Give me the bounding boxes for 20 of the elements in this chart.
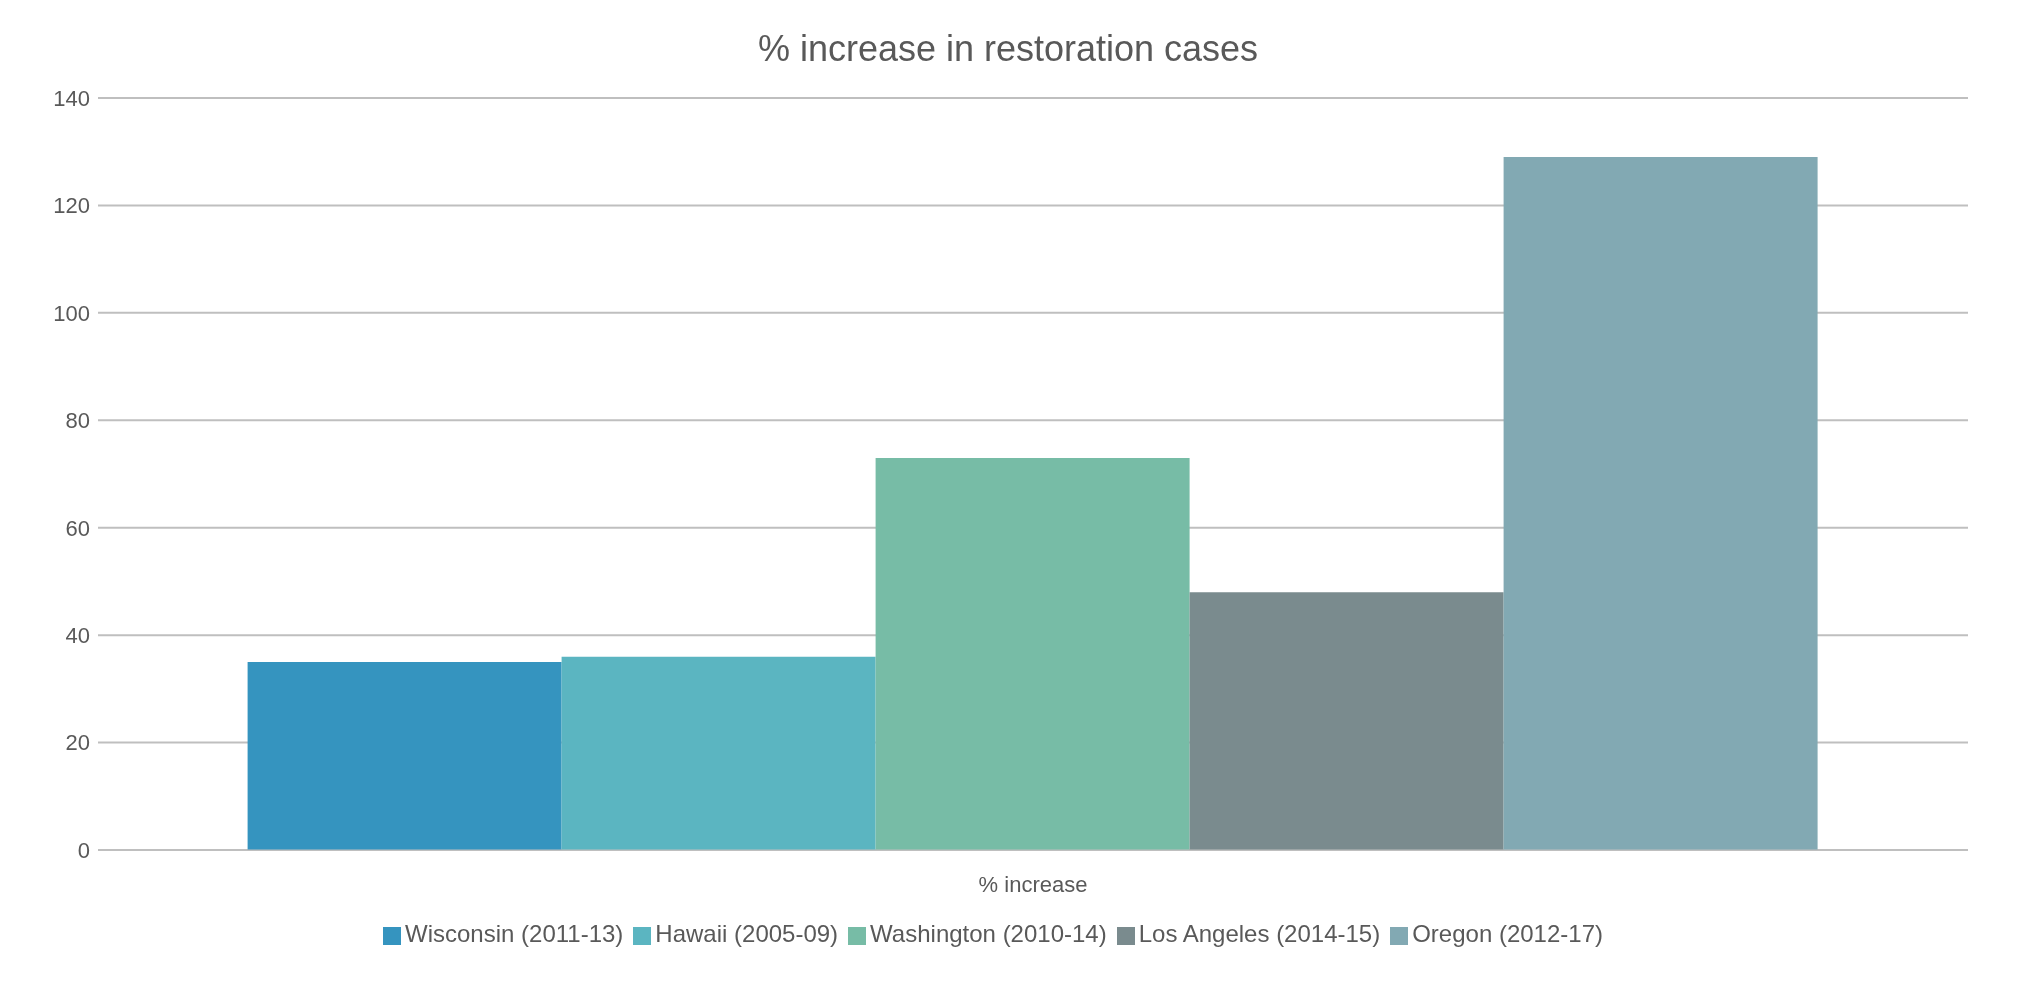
- y-tick-label: 60: [65, 515, 90, 541]
- legend-label: Washington (2010-14): [870, 920, 1107, 947]
- bar: [1189, 592, 1504, 850]
- y-tick-label: 100: [53, 300, 90, 326]
- bar: [561, 656, 876, 850]
- y-tick-label: 120: [53, 193, 90, 219]
- legend-label: Hawaii (2005-09): [655, 920, 839, 947]
- y-tick-label: 140: [53, 85, 90, 111]
- y-tick-label: 40: [65, 622, 90, 648]
- x-tick-label: % increase: [978, 871, 1088, 897]
- bar: [1503, 157, 1818, 850]
- chart-title: % increase in restoration cases: [756, 27, 1260, 71]
- bar: [875, 457, 1190, 850]
- legend-label: Los Angeles (2014-15): [1138, 920, 1381, 947]
- legend-label: Wisconsin (2011-13): [405, 920, 624, 947]
- y-tick-label: 20: [65, 730, 90, 756]
- legend-label: Oregon (2012-17): [1412, 920, 1603, 947]
- y-tick-label: 0: [77, 837, 90, 863]
- bar: [247, 662, 562, 850]
- y-tick-label: 80: [65, 408, 90, 434]
